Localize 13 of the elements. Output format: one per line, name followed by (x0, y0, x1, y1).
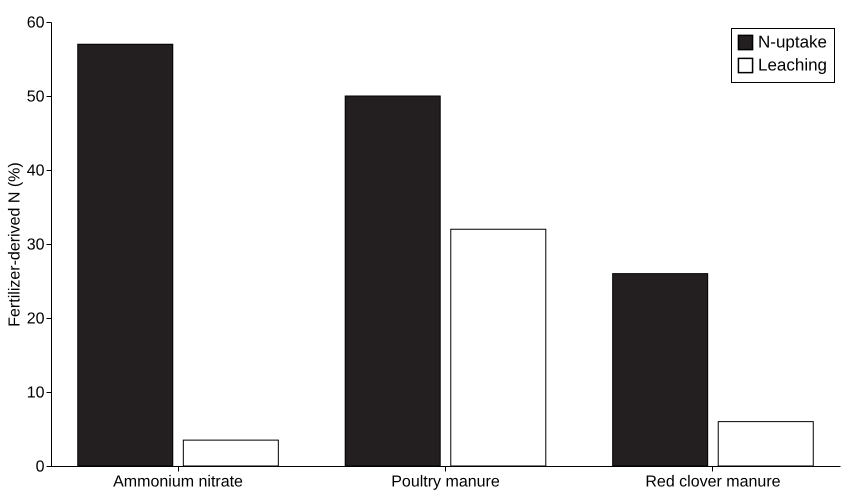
x-tick-label: Red clover manure (645, 474, 781, 490)
y-axis-title: Fertilizer-derived N (%) (6, 162, 24, 327)
x-tick-label: Ammonium nitrate (113, 474, 244, 490)
y-tick-label: 30 (26, 236, 45, 254)
y-tick-label: 20 (26, 310, 45, 328)
y-tick-label: 10 (26, 384, 45, 402)
y-tick-label: 40 (26, 162, 45, 180)
legend-label: N-uptake (758, 32, 827, 52)
legend-label: Leaching (758, 56, 828, 74)
y-tick-label: 60 (26, 14, 45, 32)
x-tick-label: Poultry manure (391, 474, 500, 490)
y-tick-label: 50 (26, 88, 45, 106)
y-tick-label: 0 (36, 458, 45, 476)
